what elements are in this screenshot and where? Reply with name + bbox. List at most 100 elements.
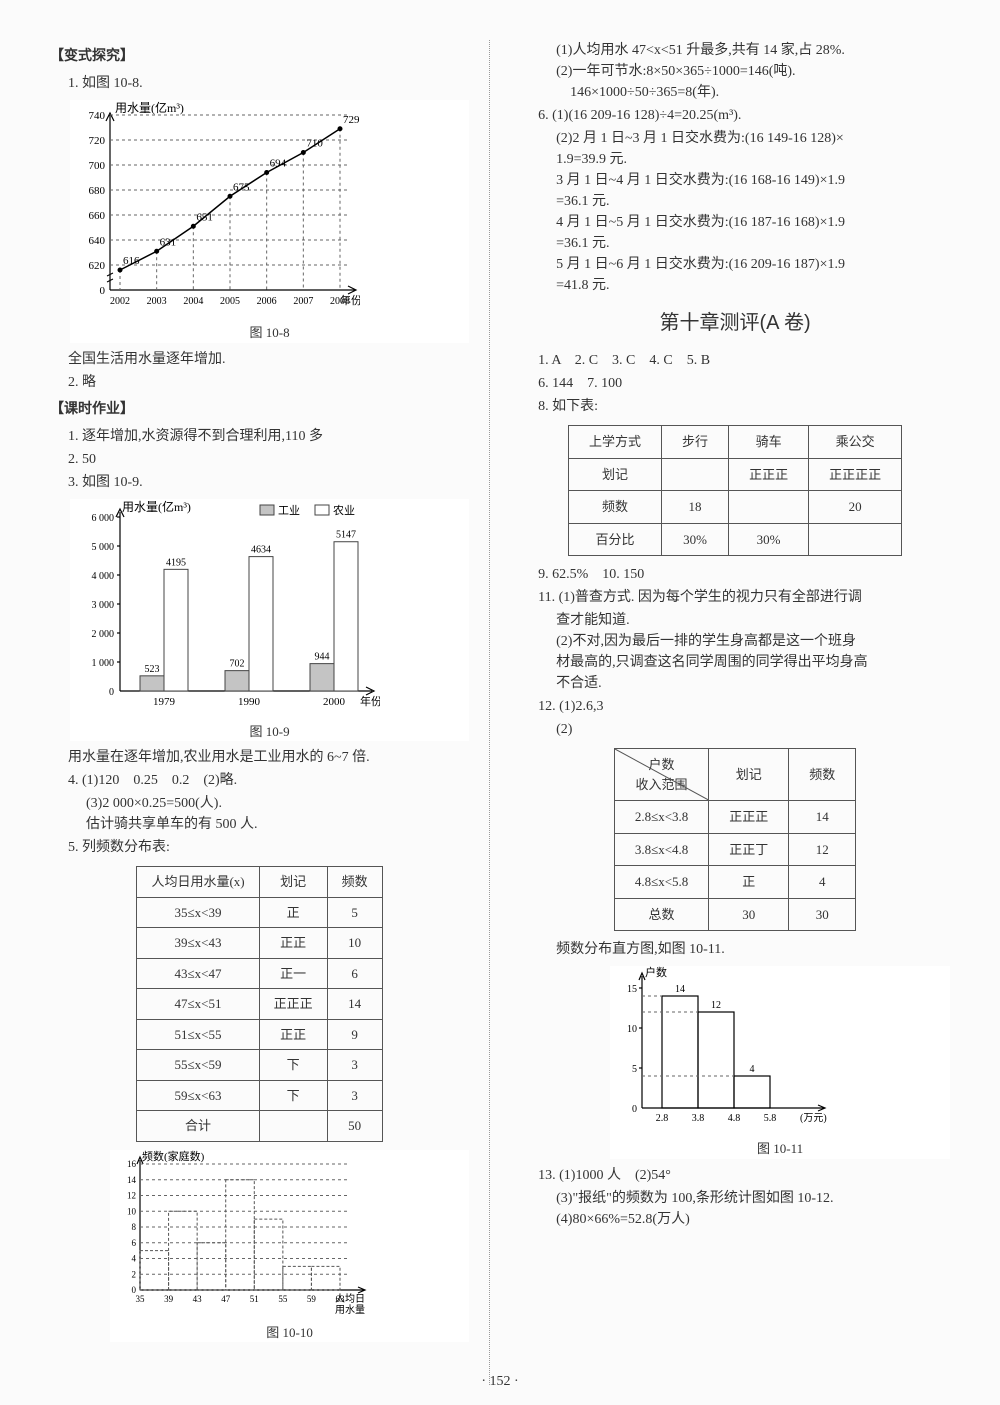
svg-text:年份: 年份 [340,293,360,307]
svg-text:51: 51 [250,1294,259,1304]
svg-text:0: 0 [632,1104,637,1115]
svg-text:频数(家庭数): 频数(家庭数) [142,1150,205,1163]
chart-10-10: 频数(家庭数)24681012141603539434751555963人均日用… [110,1150,469,1343]
right-column: (1)人均用水 47<x<51 升最多,共有 14 家,占 28%. (2)一年… [510,40,950,1385]
svg-text:720: 720 [89,135,106,147]
hw-5: 5. 列频数分布表: [68,837,469,858]
svg-text:6: 6 [132,1237,137,1247]
hw-3-note: 用水量在逐年增加,农业用水是工业用水的 6~7 倍. [68,747,469,768]
svg-text:1979: 1979 [153,696,176,708]
svg-text:4: 4 [132,1253,137,1263]
svg-text:729: 729 [343,114,360,126]
svg-text:6 000: 6 000 [92,513,115,524]
svg-text:35: 35 [136,1294,146,1304]
svg-text:2: 2 [132,1269,137,1279]
chart-10-9: 用水量(亿m³)1 0002 0003 0004 0005 0006 0000工… [70,499,469,742]
svg-text:4: 4 [750,1064,755,1075]
svg-text:2.8: 2.8 [656,1113,669,1124]
page-number: · 152 · [0,1374,1000,1390]
svg-text:0: 0 [100,285,106,297]
svg-text:年份: 年份 [360,694,380,708]
svg-text:0: 0 [109,687,114,698]
svg-text:(万元): (万元) [800,1113,827,1124]
svg-text:4.8: 4.8 [728,1113,741,1124]
svg-text:944: 944 [315,651,330,662]
r4b: 1.9=39.9 元. [556,149,950,170]
a5: 11. (1)普查方式. 因为每个学生的视力只有全部进行调 [538,587,950,608]
hw-4: 4. (1)120 0.25 0.2 (2)略. [68,770,469,791]
svg-text:2004: 2004 [183,296,203,307]
svg-text:4 000: 4 000 [92,571,115,582]
svg-text:工业: 工业 [278,504,300,517]
svg-text:户数: 户数 [645,966,667,979]
r1: (1)人均用水 47<x<51 升最多,共有 14 家,占 28%. [556,40,950,61]
svg-text:5: 5 [632,1064,637,1075]
a5b: 查才能知道. [556,610,950,631]
svg-text:5147: 5147 [336,529,356,540]
r6: 4 月 1 日~5 月 1 日交水费为:(16 187-16 168)×1.9 [556,212,950,233]
svg-text:2 000: 2 000 [92,629,115,640]
svg-text:12: 12 [711,1000,721,1011]
r5: 3 月 1 日~4 月 1 日交水费为:(16 168-16 149)×1.9 [556,170,950,191]
hw-4b: (3)2 000×0.25=500(人). [86,793,469,814]
r3: 6. (1)(16 209-16 128)÷4=20.25(m³). [538,105,950,126]
a6c: 不合适. [556,673,950,694]
a6b: 材最高的,只调查这名同学周围的同学得出平均身高 [556,652,950,673]
svg-text:660: 660 [89,210,106,222]
chart2-caption: 图 10-9 [70,722,469,742]
a1: 1. A 2. C 3. C 4. C 5. B [538,350,950,371]
svg-text:47: 47 [221,1294,231,1304]
chart-10-11: 户数5101502.83.84.85.814124(万元) 图 10-11 [610,966,950,1159]
svg-text:675: 675 [233,181,250,193]
hw-1: 1. 逐年增加,水资源得不到合理利用,110 多 [68,426,469,447]
svg-text:4195: 4195 [166,557,186,568]
svg-text:702: 702 [230,658,245,669]
svg-text:14: 14 [127,1174,137,1184]
svg-text:用水量(亿m³): 用水量(亿m³) [122,499,191,514]
section-title-1: 【变式探究】 [50,46,469,67]
svg-text:2006: 2006 [257,296,277,307]
a6: (2)不对,因为最后一排的学生身高都是这一个班身 [556,631,950,652]
svg-text:59: 59 [307,1294,317,1304]
table-income: 户数收入范围划记频数2.8≤x<3.8正正正143.8≤x<4.8正正丁124.… [614,748,857,931]
r7b: =41.8 元. [556,275,950,296]
item-1: 1. 如图 10-8. [68,73,469,94]
hw-2: 2. 50 [68,449,469,470]
svg-text:2007: 2007 [293,296,313,307]
hw-4c: 估计骑共享单车的有 500 人. [86,814,469,835]
svg-text:1990: 1990 [238,696,261,708]
svg-text:2003: 2003 [147,296,167,307]
r2: (2)一年可节水:8×50×365÷1000=146(吨). [556,61,950,82]
svg-text:用水量: 用水量 [335,1304,365,1316]
chart-10-8: 用水量(亿m³)62064066068070072074002002616200… [70,100,469,343]
svg-text:10: 10 [627,1024,637,1035]
table-transport: 上学方式步行骑车乘公交划记正正正正正正正频数1820百分比30%30% [568,425,902,556]
svg-text:10: 10 [127,1206,137,1216]
svg-text:16: 16 [127,1159,137,1169]
chart3-caption: 图 10-10 [110,1323,469,1343]
hw-3: 3. 如图 10-9. [68,472,469,493]
svg-text:用水量(亿m³): 用水量(亿m³) [115,100,184,115]
svg-text:39: 39 [164,1294,174,1304]
r7: 5 月 1 日~6 月 1 日交水费为:(16 209-16 187)×1.9 [556,254,950,275]
svg-text:2000: 2000 [323,696,346,708]
svg-text:2005: 2005 [220,296,240,307]
svg-text:5.8: 5.8 [764,1113,777,1124]
a2: 6. 144 7. 100 [538,373,950,394]
svg-text:523: 523 [145,663,160,674]
svg-text:5 000: 5 000 [92,542,115,553]
a10: (3)"报纸"的频数为 100,条形统计图如图 10-12. [556,1188,950,1209]
svg-text:3 000: 3 000 [92,600,115,611]
svg-text:620: 620 [89,260,106,272]
a7b: (2) [556,719,950,740]
a3: 8. 如下表: [538,396,950,417]
svg-text:2002: 2002 [110,296,130,307]
item-2: 2. 略 [68,372,469,393]
svg-text:12: 12 [127,1190,136,1200]
svg-text:680: 680 [89,185,106,197]
svg-text:8: 8 [132,1222,137,1232]
section-title-2: 【课时作业】 [50,399,469,420]
r4: (2)2 月 1 日~3 月 1 日交水费为:(16 149-16 128)× [556,128,950,149]
svg-text:3.8: 3.8 [692,1113,705,1124]
r6b: =36.1 元. [556,233,950,254]
